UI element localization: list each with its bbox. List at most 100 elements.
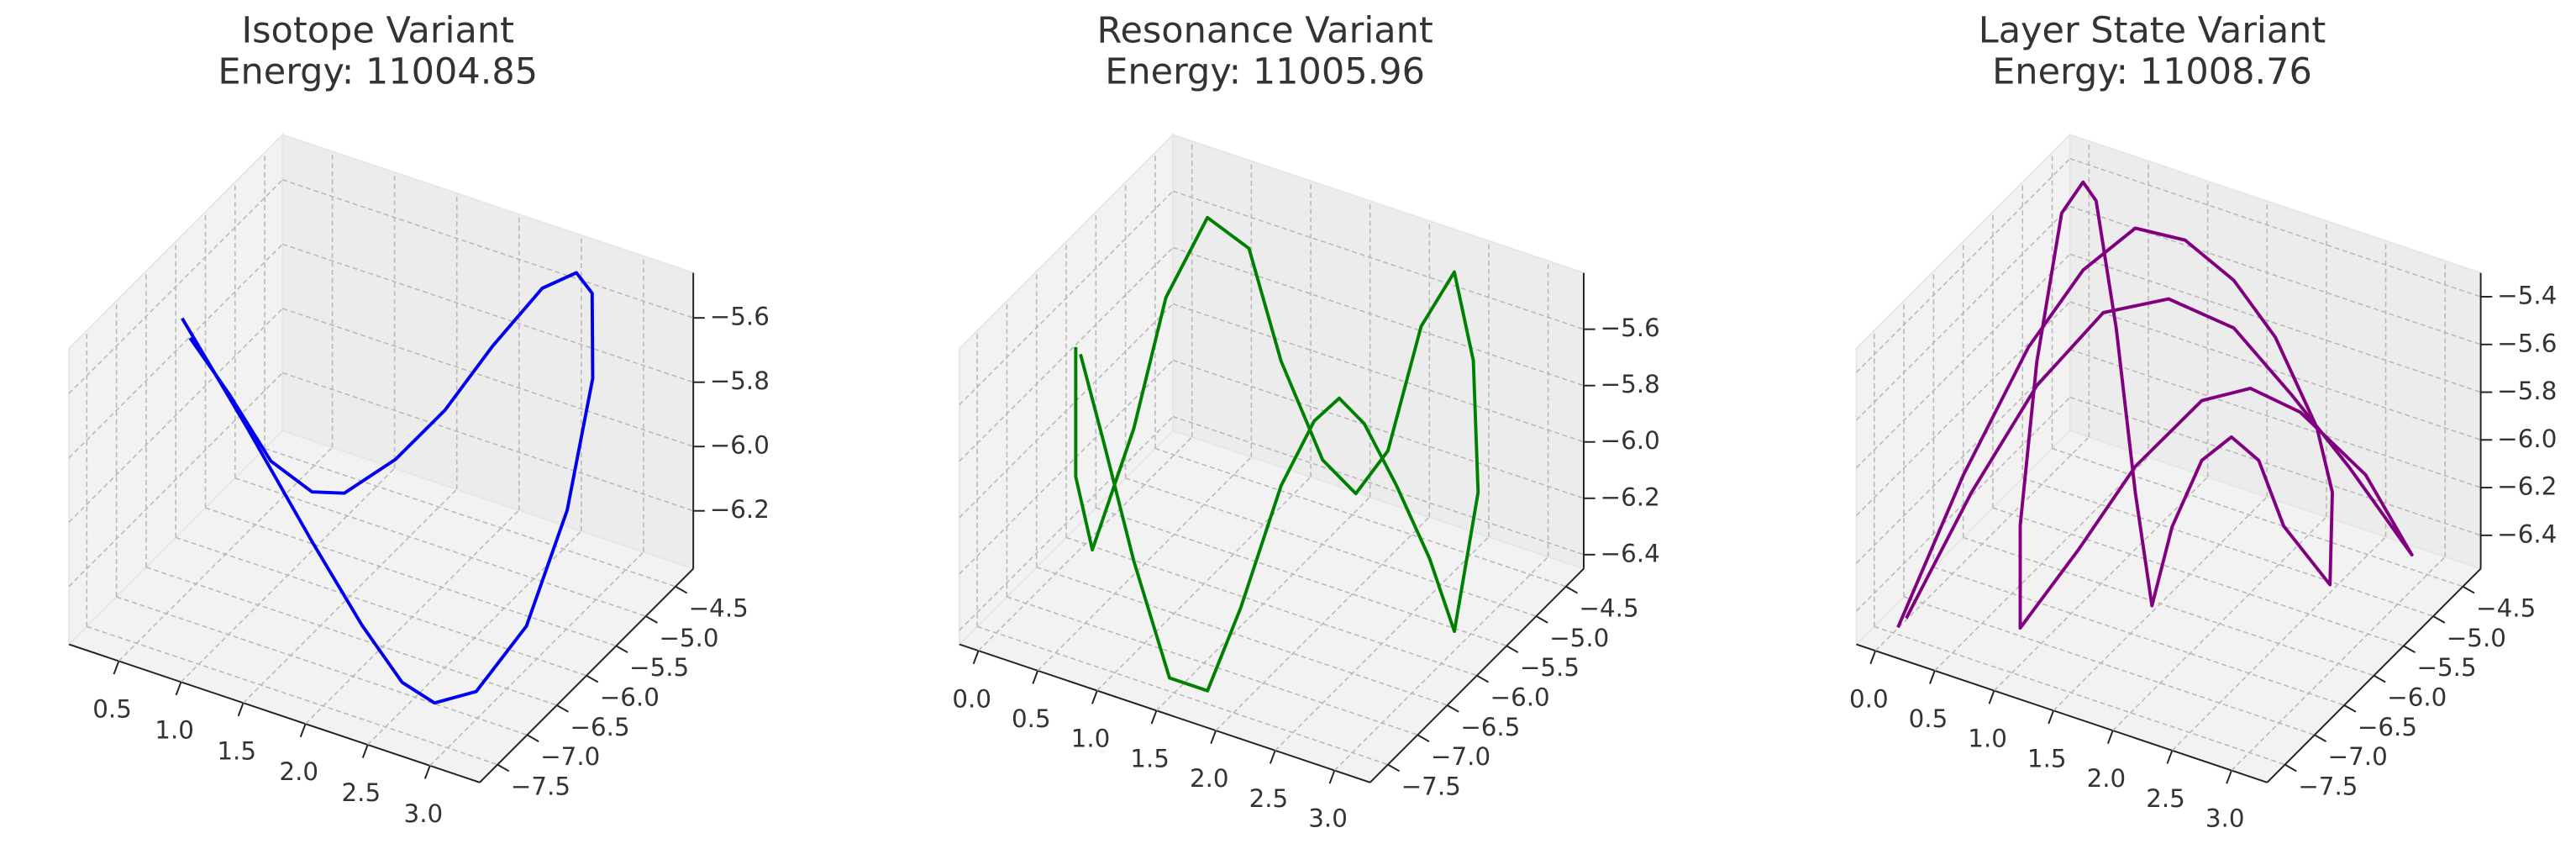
grid-line — [175, 536, 587, 677]
grid-line — [1856, 397, 2071, 612]
grid-line — [1096, 476, 1312, 692]
x-tick — [423, 765, 431, 779]
grid-line — [282, 243, 694, 383]
x-tick-label: 1.0 — [1968, 725, 2007, 753]
y-tick-label: −6.5 — [570, 713, 629, 741]
x-tick-label: 3.0 — [1308, 804, 1348, 833]
y-tick-label: −6.0 — [600, 683, 660, 712]
grid-line — [68, 179, 283, 394]
grid-line — [1856, 158, 2071, 373]
grid-line — [1096, 507, 1507, 647]
grid-line — [1154, 447, 1567, 588]
grid-line — [1172, 246, 1585, 387]
y-tick — [675, 585, 688, 594]
z-tick-label: −5.6 — [2497, 329, 2557, 357]
y-tick — [497, 763, 510, 773]
x-tick-label: 2.0 — [2087, 764, 2127, 793]
y-tick-label: −7.0 — [540, 742, 600, 771]
y-tick-label: −5.0 — [2447, 624, 2506, 652]
y-tick-label: −5.5 — [1520, 653, 1580, 682]
x-tick-label: 3.0 — [2205, 804, 2245, 833]
grid-line — [116, 596, 528, 736]
z-tick-label: −6.2 — [710, 495, 770, 524]
grid-line — [959, 246, 1174, 462]
x-tick-label: 0.0 — [952, 684, 991, 713]
y-tick-label: −6.5 — [1460, 713, 1520, 741]
x-axis-line — [959, 643, 1371, 783]
y-tick — [1447, 704, 1459, 713]
curve — [1074, 215, 1480, 693]
chart-subtitle: Energy: 11005.96 — [1105, 51, 1425, 93]
x-tick — [237, 702, 244, 717]
grid-line — [1874, 625, 2285, 766]
y-tick-label: −7.5 — [2298, 772, 2358, 800]
x-tick — [1032, 670, 1039, 684]
y-tick — [1417, 734, 1430, 742]
grid-line — [959, 190, 1174, 406]
grid-line — [1065, 536, 1478, 677]
x-tick — [1988, 690, 1995, 704]
y-tick — [2462, 585, 2475, 594]
z-tick-label: −6.0 — [2497, 424, 2557, 453]
y-tick-label: −6.0 — [2387, 683, 2447, 712]
x-tick-label: 2.0 — [279, 757, 318, 786]
chart-subtitle: Energy: 11004.85 — [218, 51, 538, 93]
y-tick — [1387, 763, 1401, 773]
grid-line — [234, 477, 646, 617]
y-tick — [1476, 674, 1490, 683]
chart-title: Layer State Variant — [1979, 10, 2326, 52]
grid-line — [87, 625, 498, 766]
grid-line — [1856, 205, 2071, 421]
curve — [181, 271, 595, 705]
grid-line — [2069, 253, 2481, 393]
y-tick — [526, 734, 539, 742]
grid-line — [2052, 447, 2463, 588]
y-tick — [1506, 645, 1519, 654]
y-tick-label: −7.0 — [1431, 742, 1490, 771]
x-tick — [2106, 730, 2114, 745]
grid-line — [1992, 507, 2405, 647]
grid-line — [1856, 349, 2071, 564]
grid-line — [282, 372, 694, 512]
grid-line — [959, 303, 1174, 519]
x-tick-label: 1.0 — [1071, 725, 1111, 753]
grid-line — [1007, 596, 1418, 736]
z-tick-label: −6.4 — [2497, 519, 2557, 548]
y-tick — [645, 615, 658, 624]
x-tick — [1269, 750, 1276, 764]
chart-title: Resonance Variant — [1097, 10, 1433, 52]
y-tick — [1535, 615, 1548, 624]
x-tick-label: 0.0 — [1849, 684, 1889, 713]
grid-line — [205, 507, 617, 647]
y-tick — [2343, 704, 2357, 713]
x-tick — [2226, 770, 2232, 784]
z-tick-label: −6.4 — [1601, 539, 1660, 567]
x-tick-label: 3.0 — [404, 799, 444, 828]
x-tick — [113, 661, 120, 675]
x-tick-label: 2.5 — [341, 778, 381, 807]
x-tick — [1869, 650, 1877, 665]
grid-line — [1125, 477, 1537, 617]
y-tick — [2403, 645, 2416, 654]
y-tick — [1565, 585, 1578, 594]
grid-line — [1933, 566, 2345, 706]
chart-subtitle: Energy: 11008.76 — [1992, 51, 2312, 93]
x-tick-label: 2.0 — [1190, 764, 1229, 793]
x-axis-line — [1856, 643, 2268, 783]
x-tick — [299, 723, 307, 738]
grid-line — [1172, 415, 1585, 556]
grid-line — [2112, 516, 2327, 731]
x-tick-label: 1.5 — [2027, 744, 2067, 773]
grid-line — [1856, 301, 2071, 516]
grid-line — [1993, 476, 2209, 692]
z-tick-label: −6.0 — [710, 431, 770, 460]
y-tick — [2284, 763, 2297, 773]
z-tick-label: −5.8 — [710, 366, 770, 395]
grid-line — [1172, 303, 1585, 443]
y-tick-label: −5.5 — [629, 653, 689, 682]
grid-line — [1172, 359, 1585, 499]
grid-line — [2069, 205, 2481, 345]
grid-line — [1903, 596, 2316, 736]
x-tick — [2166, 750, 2174, 764]
